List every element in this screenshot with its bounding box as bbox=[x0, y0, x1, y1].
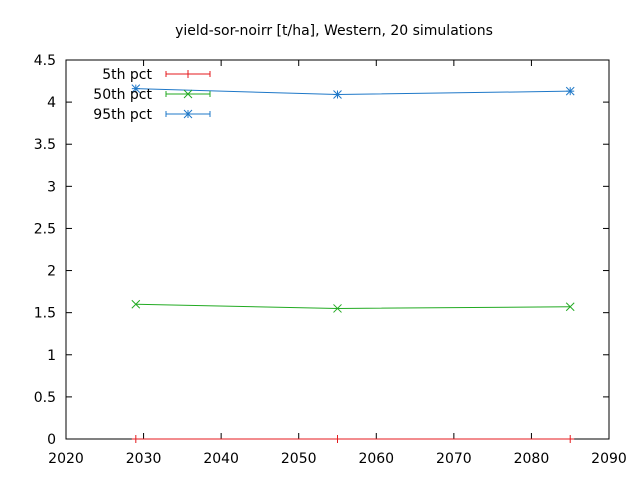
y-tick-label: 4.5 bbox=[34, 53, 56, 69]
x-tick-label: 2030 bbox=[126, 451, 162, 467]
data-point bbox=[131, 84, 141, 93]
data-point bbox=[131, 299, 141, 309]
data-point bbox=[565, 86, 575, 96]
y-tick-label: 0 bbox=[47, 432, 56, 448]
x-tick-label: 2050 bbox=[281, 451, 317, 467]
y-tick-label: 2.5 bbox=[34, 221, 56, 237]
x-tick-label: 2060 bbox=[358, 451, 394, 467]
chart-title: yield-sor-noirr [t/ha], Western, 20 simu… bbox=[175, 23, 493, 39]
legend-label: 50th pct bbox=[93, 87, 152, 103]
y-tick-label: 4 bbox=[47, 95, 56, 111]
y-tick-label: 1.5 bbox=[34, 306, 56, 322]
legend-label: 95th pct bbox=[93, 107, 152, 123]
y-tick-label: 3.5 bbox=[34, 137, 56, 153]
y-tick-label: 1 bbox=[47, 348, 56, 364]
x-tick-label: 2090 bbox=[591, 451, 627, 467]
y-tick-label: 3 bbox=[47, 179, 56, 195]
series-line bbox=[135, 303, 571, 309]
series-2 bbox=[131, 84, 575, 99]
legend-marker bbox=[183, 109, 193, 119]
y-tick-label: 0.5 bbox=[34, 390, 56, 406]
legend-marker bbox=[184, 70, 192, 78]
x-tick-label: 2020 bbox=[48, 451, 84, 467]
axis-ticks: 2020 2030 2040 2050 2060 2070 2080 2090 0 0.5 1 1.5… bbox=[34, 53, 627, 467]
series-0 bbox=[131, 435, 575, 443]
series-1 bbox=[131, 299, 575, 313]
series-layer bbox=[131, 84, 575, 443]
x-tick-label: 2080 bbox=[514, 451, 550, 467]
data-point bbox=[333, 90, 342, 99]
y-tick-label: 2 bbox=[47, 264, 56, 280]
data-point bbox=[333, 435, 342, 443]
data-point bbox=[565, 302, 575, 312]
x-tick-label: 2040 bbox=[203, 451, 239, 467]
legend-marker bbox=[183, 89, 193, 99]
legend: 5th pct 50th pct 95th pct bbox=[93, 67, 211, 123]
x-tick-label: 2070 bbox=[436, 451, 472, 467]
data-point bbox=[566, 435, 575, 443]
data-point bbox=[333, 304, 342, 313]
data-point bbox=[131, 435, 140, 443]
legend-label: 5th pct bbox=[102, 67, 152, 83]
